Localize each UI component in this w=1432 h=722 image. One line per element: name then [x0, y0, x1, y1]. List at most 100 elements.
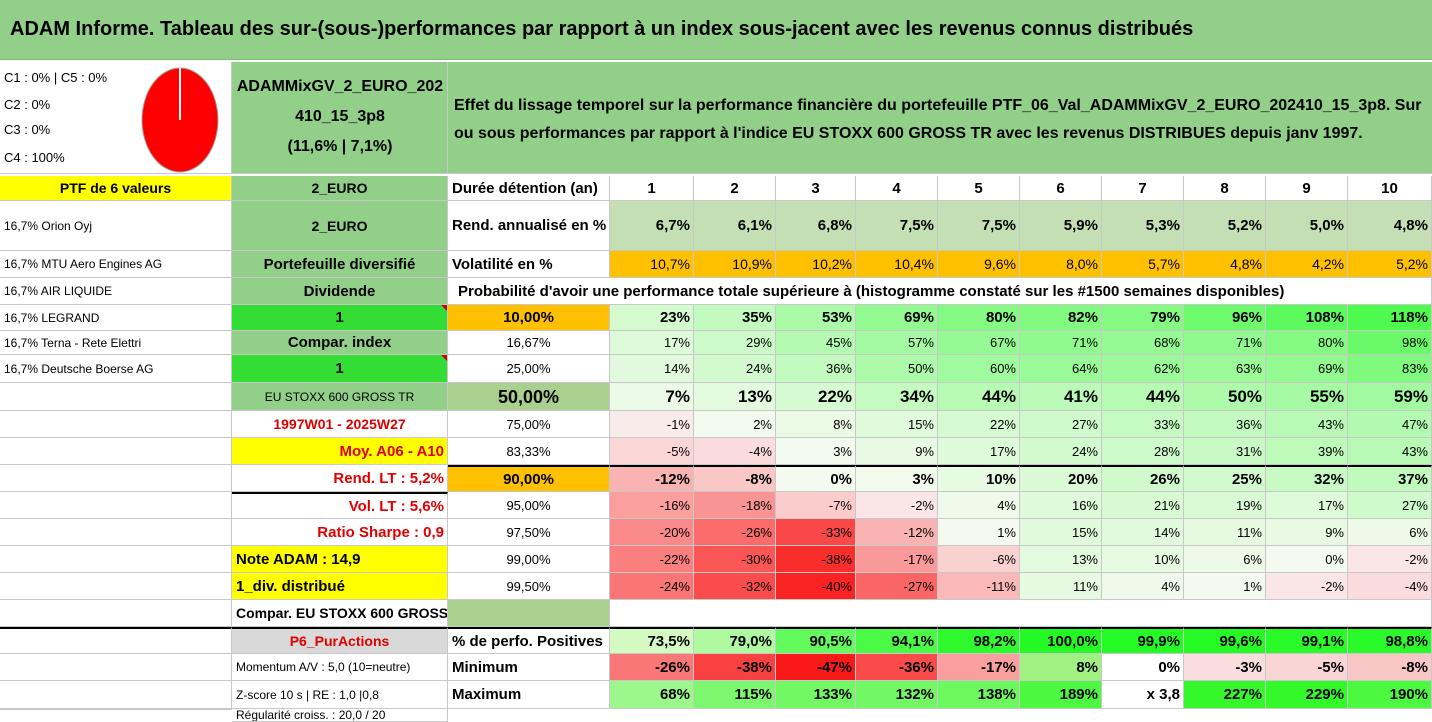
positive-rate-value: 99,1% [1266, 627, 1348, 654]
probability-value: -26% [694, 519, 776, 546]
positive-rate-value: 100,0% [1020, 627, 1102, 654]
rend-value: 5,9% [1020, 201, 1102, 251]
probability-value: 80% [1266, 331, 1348, 355]
probability-value: -5% [610, 438, 694, 465]
probability-value: 3% [856, 465, 938, 492]
probability-value: -4% [694, 438, 776, 465]
rend-value: 4,8% [1348, 201, 1432, 251]
threshold-value: 97,50% [448, 519, 610, 546]
probability-value: 37% [1348, 465, 1432, 492]
vol-value: 5,7% [1102, 251, 1184, 278]
probability-value: 60% [938, 355, 1020, 383]
probability-value: 11% [1184, 519, 1266, 546]
info-cell: Compar. EU STOXX 600 GROSS TR [232, 600, 448, 627]
probability-value: 80% [938, 305, 1020, 331]
stock-label: 16,7% LEGRAND [0, 305, 232, 331]
probability-value: 19% [1184, 492, 1266, 519]
info-cell: Ratio Sharpe : 0,9 [232, 519, 448, 546]
year-header: 9 [1266, 176, 1348, 201]
probability-value: -27% [856, 573, 938, 600]
probability-value: 39% [1266, 438, 1348, 465]
threshold-value: 83,33% [448, 438, 610, 465]
probability-value: -16% [610, 492, 694, 519]
vol-value: 4,2% [1266, 251, 1348, 278]
rend-value: 6,8% [776, 201, 856, 251]
year-header: 2 [694, 176, 776, 201]
probability-value: 43% [1348, 438, 1432, 465]
info-cell: 1997W01 - 2025W27 [232, 411, 448, 438]
probability-value: -18% [694, 492, 776, 519]
probability-value: 22% [776, 383, 856, 411]
year-header: 10 [1348, 176, 1432, 201]
probability-value: -22% [610, 546, 694, 573]
maximum-value: 229% [1266, 681, 1348, 709]
info-cell: Rend. LT : 5,2% [232, 465, 448, 492]
probability-value: 23% [610, 305, 694, 331]
info-cell: Régularité croiss. : 20,0 / 20 [232, 709, 448, 722]
probability-value: -32% [694, 573, 776, 600]
positive-rate-value: 99,9% [1102, 627, 1184, 654]
info-cell: Portefeuille diversifié [232, 251, 448, 278]
probability-value: 43% [1266, 411, 1348, 438]
probability-value: 6% [1184, 546, 1266, 573]
probability-value: 32% [1266, 465, 1348, 492]
portfolio-name: ADAMMixGV_2_EURO_202 410_15_3p8 (11,6% |… [232, 62, 448, 174]
description-line: Effet du lissage temporel sur la perform… [454, 97, 1422, 114]
row-label: Rend. annualisé en % [448, 201, 610, 251]
legend-line: C3 : 0% [4, 122, 51, 137]
probability-value: 9% [1266, 519, 1348, 546]
probability-value: -33% [776, 519, 856, 546]
vol-value: 4,8% [1184, 251, 1266, 278]
threshold-value: 50,00% [448, 383, 610, 411]
vol-value: 9,6% [938, 251, 1020, 278]
threshold-value: 99,50% [448, 573, 610, 600]
positive-rate-value: 79,0% [694, 627, 776, 654]
probability-value: -11% [938, 573, 1020, 600]
probability-value: 16% [1020, 492, 1102, 519]
probability-value: 79% [1102, 305, 1184, 331]
positive-rate-value: 73,5% [610, 627, 694, 654]
allocation-legend: C1 : 0% | C5 : 0% C2 : 0% C3 : 0% C4 : 1… [0, 62, 232, 174]
probability-value: 14% [610, 355, 694, 383]
empty-cell [0, 438, 232, 465]
report-title-bar: ADAM Informe. Tableau des sur-(sous-)per… [0, 0, 1432, 60]
portfolio-name-line: (11,6% | 7,1%) [287, 138, 393, 155]
minimum-value: -47% [776, 654, 856, 681]
probability-value: 27% [1348, 492, 1432, 519]
probability-value: 11% [1020, 573, 1102, 600]
info-cell: Note ADAM : 14,9 [232, 546, 448, 573]
probability-value: 62% [1102, 355, 1184, 383]
empty-cell [0, 465, 232, 492]
probability-value: 53% [776, 305, 856, 331]
probability-value: 36% [1184, 411, 1266, 438]
row-label: Maximum [448, 681, 610, 709]
empty-cell [0, 546, 232, 573]
maximum-value: 189% [1020, 681, 1102, 709]
stock-label: 16,7% Terna - Rete Elettri [0, 331, 232, 355]
probability-value: 8% [776, 411, 856, 438]
info-cell: Compar. index [232, 331, 448, 355]
probability-value: 14% [1102, 519, 1184, 546]
probability-value: 83% [1348, 355, 1432, 383]
rend-value: 7,5% [856, 201, 938, 251]
legend-line: C2 : 0% [4, 97, 51, 112]
empty-cell [0, 600, 232, 627]
probability-value: 41% [1020, 383, 1102, 411]
empty-cell [448, 600, 610, 627]
probability-value: 55% [1266, 383, 1348, 411]
probability-value: 29% [694, 331, 776, 355]
probability-value: 24% [694, 355, 776, 383]
rend-value: 6,7% [610, 201, 694, 251]
maximum-value: 190% [1348, 681, 1432, 709]
probability-value: -2% [1266, 573, 1348, 600]
row-label: Volatilité en % [448, 251, 610, 278]
probability-value: 1% [1184, 573, 1266, 600]
year-header: 4 [856, 176, 938, 201]
row-label: Minimum [448, 654, 610, 681]
probability-value: 50% [856, 355, 938, 383]
threshold-value: 25,00% [448, 355, 610, 383]
portfolio-name-line: 410_15_3p8 [295, 108, 385, 125]
probability-value: 3% [776, 438, 856, 465]
probability-value: 96% [1184, 305, 1266, 331]
threshold-value: 16,67% [448, 331, 610, 355]
